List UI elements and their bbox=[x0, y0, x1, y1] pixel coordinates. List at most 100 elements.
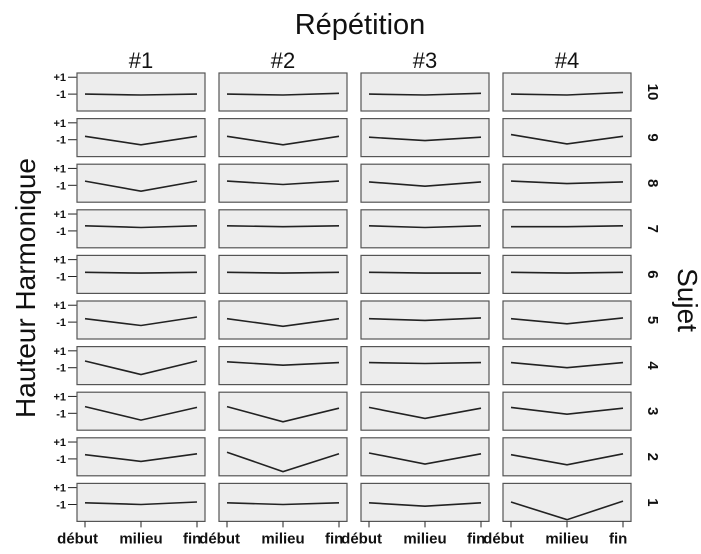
row-label: 4 bbox=[644, 361, 661, 370]
y-tick-label: +1 bbox=[53, 346, 66, 358]
x-tick-label: début bbox=[199, 530, 240, 547]
panel bbox=[218, 209, 348, 249]
series-line bbox=[510, 271, 624, 274]
series-line bbox=[510, 180, 624, 185]
column-label: #1 bbox=[129, 48, 153, 73]
panel bbox=[360, 209, 490, 249]
panel bbox=[76, 254, 206, 294]
x-tick-label: début bbox=[57, 530, 98, 547]
series-line bbox=[84, 360, 198, 376]
panel bbox=[502, 254, 632, 294]
series-line bbox=[226, 271, 340, 274]
panel bbox=[502, 346, 632, 386]
y-tick-label: -1 bbox=[56, 363, 66, 375]
series-line bbox=[84, 271, 198, 274]
series-line bbox=[510, 361, 624, 369]
x-tick-label: début bbox=[341, 530, 382, 547]
x-tick-label: fin bbox=[325, 530, 343, 547]
series-line bbox=[368, 225, 482, 229]
panel bbox=[360, 482, 490, 522]
series-line bbox=[84, 180, 198, 193]
series-line bbox=[368, 92, 482, 96]
chart-title: Répétition bbox=[295, 9, 426, 41]
panel bbox=[360, 391, 490, 431]
x-tick-label: milieu bbox=[545, 530, 588, 547]
y-tick-label: -1 bbox=[56, 500, 66, 512]
series-line bbox=[368, 361, 482, 365]
row-label: 10 bbox=[644, 84, 661, 101]
series-line bbox=[84, 501, 198, 506]
series-line bbox=[84, 316, 198, 327]
series-line bbox=[84, 135, 198, 146]
small-multiples-grid: #1 #2 #3 #4 +1 -1 10 +1 -1 9 +1 -1 8 +1 -1 7 +1 -1 6 +1 -1 5 +… bbox=[53, 48, 661, 547]
panel bbox=[360, 254, 490, 294]
row-label: 2 bbox=[644, 453, 661, 461]
row-label: 7 bbox=[644, 225, 661, 233]
y-tick-label: -1 bbox=[56, 89, 66, 101]
series-line bbox=[368, 136, 482, 142]
panel bbox=[218, 163, 348, 203]
panel bbox=[360, 72, 490, 112]
series-line bbox=[510, 453, 624, 466]
y-tick-label: -1 bbox=[56, 180, 66, 192]
y-tick-label: -1 bbox=[56, 408, 66, 420]
panel bbox=[218, 72, 348, 112]
panel bbox=[502, 72, 632, 112]
right-axis-label: Sujet bbox=[672, 268, 701, 332]
series-line bbox=[226, 451, 340, 473]
y-tick-label: +1 bbox=[53, 118, 66, 130]
panel bbox=[502, 482, 632, 522]
y-tick-label: -1 bbox=[56, 454, 66, 466]
y-tick-label: +1 bbox=[53, 483, 66, 495]
panel bbox=[360, 437, 490, 477]
series-line bbox=[226, 502, 340, 506]
y-tick-label: +1 bbox=[53, 300, 66, 312]
series-line bbox=[226, 317, 340, 328]
x-tick-label: milieu bbox=[261, 530, 304, 547]
y-tick-label: -1 bbox=[56, 272, 66, 284]
x-tick-label: fin bbox=[183, 530, 201, 547]
series-line bbox=[368, 271, 481, 274]
row-label: 1 bbox=[644, 498, 661, 506]
series-line bbox=[226, 225, 340, 228]
series-line bbox=[368, 502, 482, 508]
x-tick-label: début bbox=[483, 530, 524, 547]
x-tick-label: milieu bbox=[119, 530, 162, 547]
panel bbox=[218, 254, 348, 294]
y-tick-label: -1 bbox=[56, 226, 66, 238]
series-line bbox=[510, 133, 624, 145]
y-tick-label: -1 bbox=[56, 135, 66, 147]
panel bbox=[76, 391, 206, 431]
x-tick-label: milieu bbox=[403, 530, 446, 547]
y-axis-label: Hauteur Harmonique bbox=[10, 158, 41, 418]
series-line bbox=[510, 406, 624, 416]
series-line bbox=[84, 405, 198, 421]
series-line bbox=[84, 93, 198, 96]
series-line bbox=[510, 317, 624, 325]
y-tick-label: +1 bbox=[53, 163, 66, 175]
x-tick-label: fin bbox=[467, 530, 485, 547]
y-tick-label: +1 bbox=[53, 255, 66, 267]
row-label: 8 bbox=[644, 179, 661, 187]
y-tick-label: +1 bbox=[53, 391, 66, 403]
series-line bbox=[510, 91, 624, 96]
series-line bbox=[510, 500, 624, 521]
column-label: #3 bbox=[413, 48, 437, 73]
panel bbox=[218, 482, 348, 522]
y-tick-label: +1 bbox=[53, 209, 66, 221]
series-line bbox=[368, 181, 482, 188]
series-line bbox=[368, 317, 482, 322]
panel bbox=[360, 300, 490, 340]
row-label: 9 bbox=[644, 133, 661, 141]
row-label: 5 bbox=[644, 316, 661, 324]
series-line bbox=[226, 405, 340, 423]
x-tick-label: fin bbox=[609, 530, 627, 547]
series-line bbox=[368, 452, 482, 465]
series-line bbox=[84, 225, 198, 229]
y-tick-label: -1 bbox=[56, 317, 66, 329]
series-line bbox=[226, 361, 340, 367]
column-label: #4 bbox=[555, 48, 579, 73]
row-label: 6 bbox=[644, 270, 661, 278]
panel bbox=[502, 209, 632, 249]
